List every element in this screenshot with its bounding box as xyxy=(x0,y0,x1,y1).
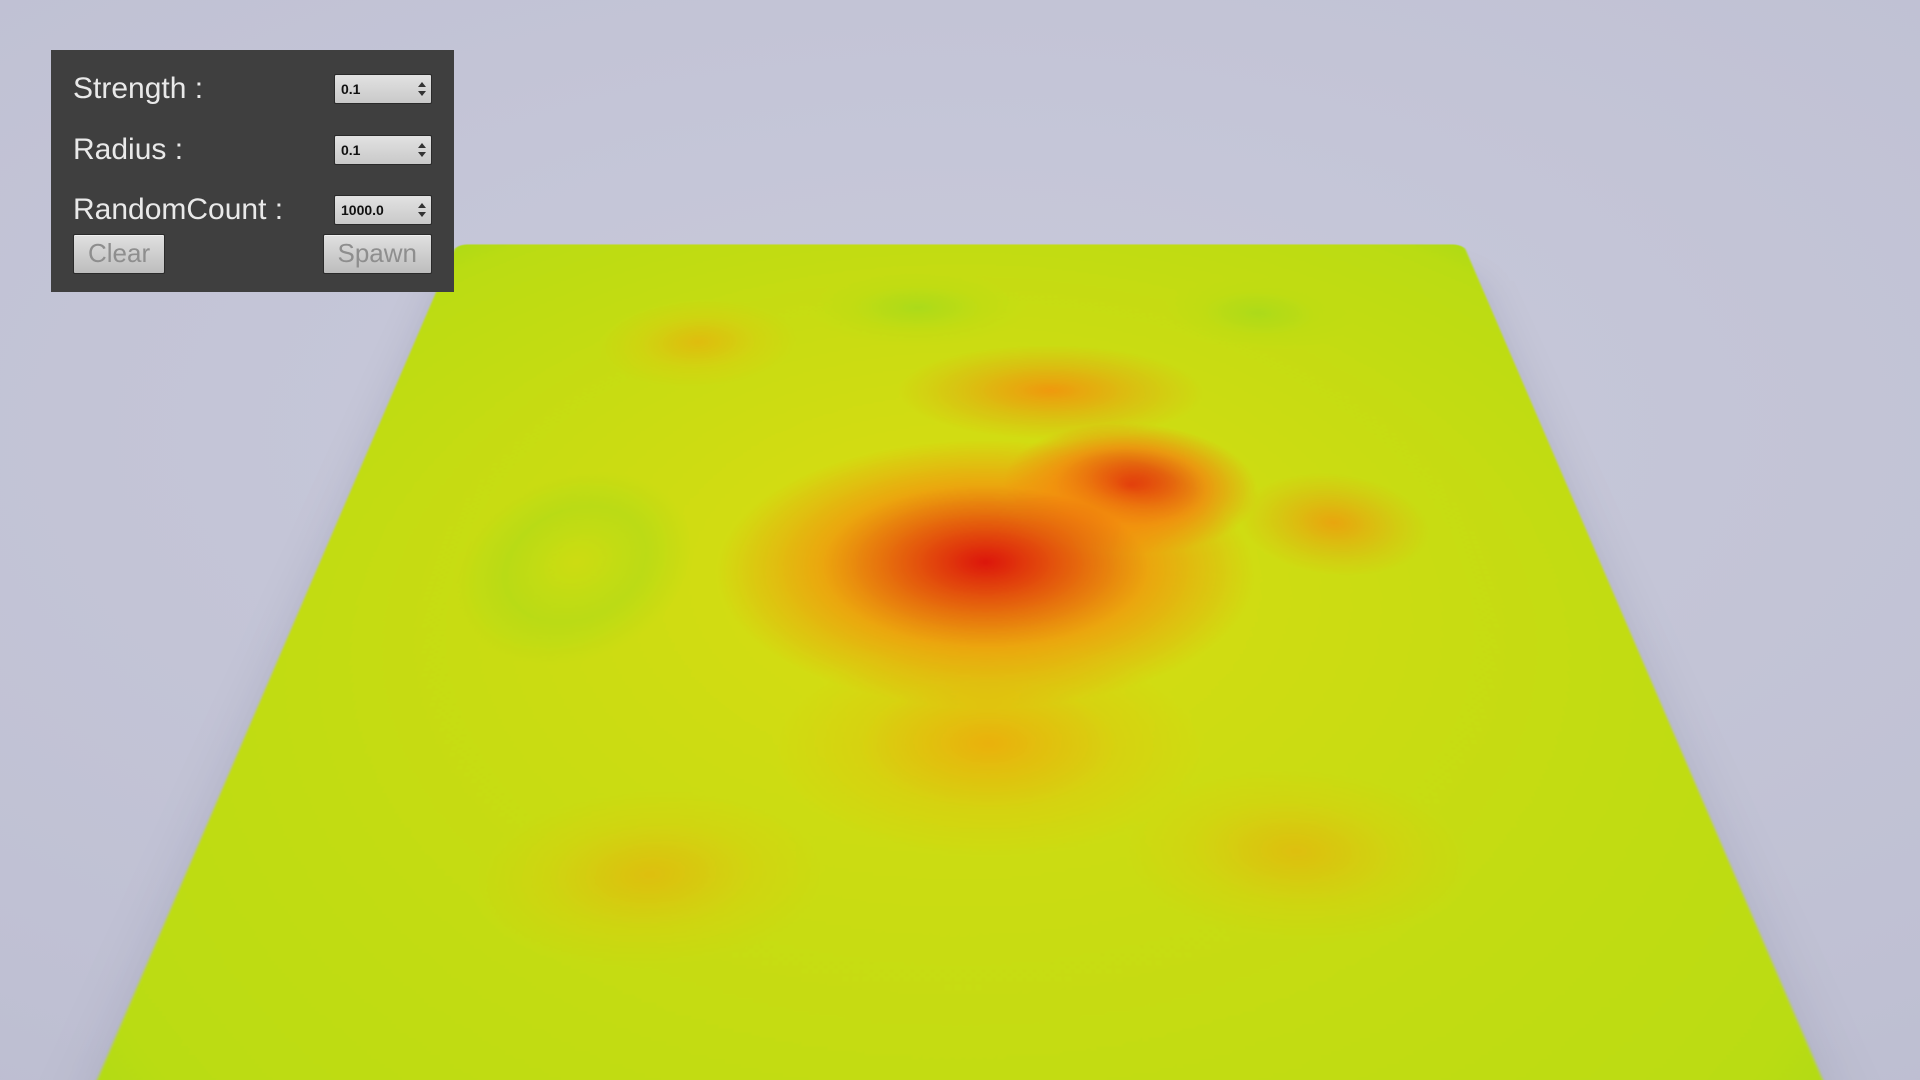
spinner-icon[interactable] xyxy=(418,82,426,96)
randomcount-row: RandomCount : 1000.0 xyxy=(73,193,432,228)
strength-input[interactable]: 0.1 xyxy=(334,74,432,104)
radius-value: 0.1 xyxy=(341,142,360,158)
clear-button[interactable]: Clear xyxy=(73,234,165,274)
strength-label: Strength : xyxy=(73,72,203,107)
randomcount-label: RandomCount : xyxy=(73,193,283,228)
strength-row: Strength : 0.1 xyxy=(73,72,432,107)
randomcount-input[interactable]: 1000.0 xyxy=(334,195,432,225)
strength-value: 0.1 xyxy=(341,81,360,97)
radius-label: Radius : xyxy=(73,133,183,168)
radius-input[interactable]: 0.1 xyxy=(334,135,432,165)
control-panel: Strength : 0.1 Radius : 0.1 RandomCount … xyxy=(51,50,454,292)
button-row: Clear Spawn xyxy=(73,234,432,274)
radius-row: Radius : 0.1 xyxy=(73,133,432,168)
randomcount-value: 1000.0 xyxy=(341,202,384,218)
spinner-icon[interactable] xyxy=(418,143,426,157)
spinner-icon[interactable] xyxy=(418,203,426,217)
spawn-button[interactable]: Spawn xyxy=(323,234,433,274)
